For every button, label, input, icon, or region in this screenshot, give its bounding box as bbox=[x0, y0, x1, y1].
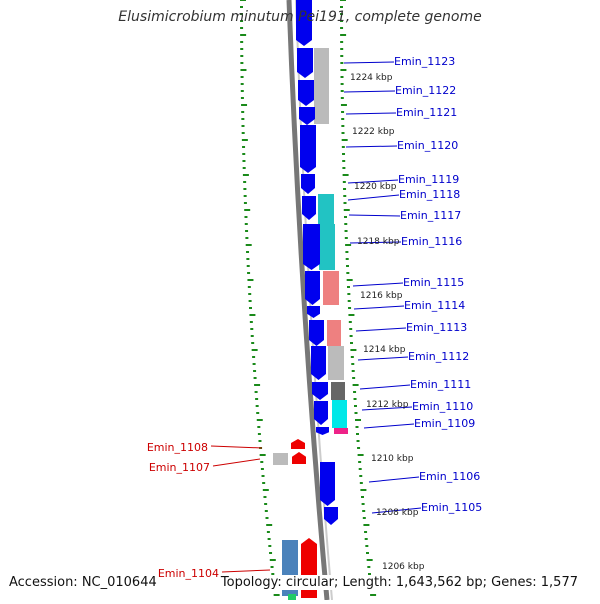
forward-cds-arrow bbox=[307, 306, 320, 318]
label-leader-line bbox=[368, 476, 420, 483]
label-leader-line bbox=[355, 327, 407, 332]
kbp-scale-label: 1216 kbp bbox=[360, 291, 403, 301]
gene-label-forward: Emin_1112 bbox=[408, 350, 469, 363]
feature-block bbox=[318, 194, 334, 224]
gene-label-forward: Emin_1106 bbox=[419, 470, 480, 483]
label-leader-line bbox=[349, 241, 402, 244]
gene-label-forward: Emin_1123 bbox=[394, 55, 455, 68]
reverse-cds-arrow bbox=[291, 439, 305, 449]
forward-cds-arrow bbox=[320, 462, 335, 506]
kbp-scale-label: 1212 kbp bbox=[366, 400, 409, 410]
gene-label-forward: Emin_1115 bbox=[403, 276, 464, 289]
kbp-scale-label: 1224 kbp bbox=[350, 73, 393, 83]
gene-label-forward: Emin_1121 bbox=[396, 106, 457, 119]
feature-block bbox=[273, 453, 288, 465]
feature-block bbox=[319, 224, 335, 270]
kbp-scale-label: 1210 kbp bbox=[371, 454, 414, 464]
gene-label-reverse: Emin_1108 bbox=[147, 441, 208, 454]
label-leader-line bbox=[348, 214, 401, 217]
label-leader-lines bbox=[210, 61, 422, 573]
kbp-scale-label: 1220 kbp bbox=[354, 182, 397, 192]
label-leader-line bbox=[221, 569, 271, 573]
forward-cds-arrow bbox=[311, 346, 326, 380]
gene-label-forward: Emin_1113 bbox=[406, 321, 467, 334]
feature-block bbox=[328, 346, 344, 380]
gene-label-forward: Emin_1122 bbox=[395, 84, 456, 97]
gene-label-forward: Emin_1118 bbox=[399, 188, 460, 201]
accession-label: Accession: NC_010644 bbox=[9, 575, 157, 590]
label-leader-line bbox=[347, 194, 400, 201]
forward-cds-arrow bbox=[296, 0, 312, 46]
reverse-cds-arrow bbox=[292, 452, 306, 464]
kbp-scale-label: 1208 kbp bbox=[376, 508, 419, 518]
forward-cds-arrow bbox=[297, 48, 313, 78]
label-leader-line bbox=[345, 145, 398, 148]
forward-cds-arrow bbox=[312, 382, 328, 400]
label-leader-line bbox=[352, 282, 404, 287]
forward-cds-arrow bbox=[314, 401, 328, 425]
backbone-outer-line bbox=[286, 0, 330, 601]
forward-cds-arrow bbox=[302, 196, 316, 220]
kbp-scale-labels: 1224 kbp 1222 kbp 1220 kbp 1218 kbp 1216 kbp… bbox=[350, 73, 425, 572]
feature-block bbox=[332, 400, 347, 428]
label-leader-line bbox=[212, 458, 261, 467]
gene-label-reverse: Emin_1104 bbox=[158, 567, 219, 580]
forward-cds-arrow bbox=[316, 427, 329, 435]
gene-label-forward: Emin_1116 bbox=[401, 235, 462, 248]
forward-cds-arrow bbox=[309, 320, 324, 346]
forward-cds-arrow bbox=[300, 125, 316, 173]
feature-block bbox=[323, 271, 339, 305]
feature-block bbox=[331, 382, 345, 400]
gene-label-forward: Emin_1119 bbox=[398, 173, 459, 186]
label-leader-line bbox=[343, 90, 396, 93]
outer-tick-ring bbox=[240, 0, 280, 596]
gene-label-forward: Emin_1117 bbox=[400, 209, 461, 222]
kbp-scale-label: 1214 kbp bbox=[363, 345, 406, 355]
forward-cds-arrow bbox=[324, 507, 338, 525]
inner-tick-ring bbox=[340, 0, 377, 596]
gene-label-forward: Emin_1114 bbox=[404, 299, 465, 312]
gene-label-forward: Emin_1110 bbox=[412, 400, 473, 413]
gene-label-reverse: Emin_1107 bbox=[149, 461, 210, 474]
kbp-scale-label: 1222 kbp bbox=[352, 127, 395, 137]
cds-arrows bbox=[288, 0, 338, 600]
gene-feature-blocks bbox=[273, 48, 348, 596]
label-leader-line bbox=[347, 179, 399, 184]
label-leader-line bbox=[363, 423, 415, 429]
label-leader-line bbox=[371, 507, 422, 514]
genome-summary-label: Topology: circular; Length: 1,643,562 bp… bbox=[220, 575, 578, 590]
label-leader-line bbox=[357, 356, 409, 361]
feature-block bbox=[288, 594, 296, 600]
gene-label-forward: Emin_1111 bbox=[410, 378, 471, 391]
kbp-scale-label: 1218 kbp bbox=[357, 237, 400, 247]
feature-block bbox=[314, 48, 329, 124]
label-leader-line bbox=[210, 445, 263, 449]
forward-cds-arrow bbox=[299, 107, 315, 125]
label-leader-line bbox=[343, 61, 395, 64]
forward-cds-arrow bbox=[303, 224, 320, 270]
forward-cds-arrow bbox=[298, 80, 314, 106]
feature-block bbox=[327, 320, 341, 346]
forward-cds-arrow bbox=[301, 174, 315, 194]
gene-label-forward: Emin_1120 bbox=[397, 139, 458, 152]
gene-label-forward: Emin_1109 bbox=[414, 417, 475, 430]
label-leader-line bbox=[353, 305, 405, 310]
gene-label-forward: Emin_1105 bbox=[421, 501, 482, 514]
genome-title: Elusimicrobium minutum Pei191, complete … bbox=[118, 9, 482, 25]
kbp-scale-label: 1206 kbp bbox=[382, 562, 425, 572]
forward-cds-arrow bbox=[305, 271, 320, 305]
label-leader-line bbox=[361, 406, 413, 411]
label-leader-line bbox=[345, 112, 397, 115]
feature-block bbox=[334, 428, 348, 434]
label-leader-line bbox=[359, 384, 411, 390]
gene-labels: Emin_1123 Emin_1122 Emin_1121 Emin_1120 Emin… bbox=[147, 55, 482, 580]
